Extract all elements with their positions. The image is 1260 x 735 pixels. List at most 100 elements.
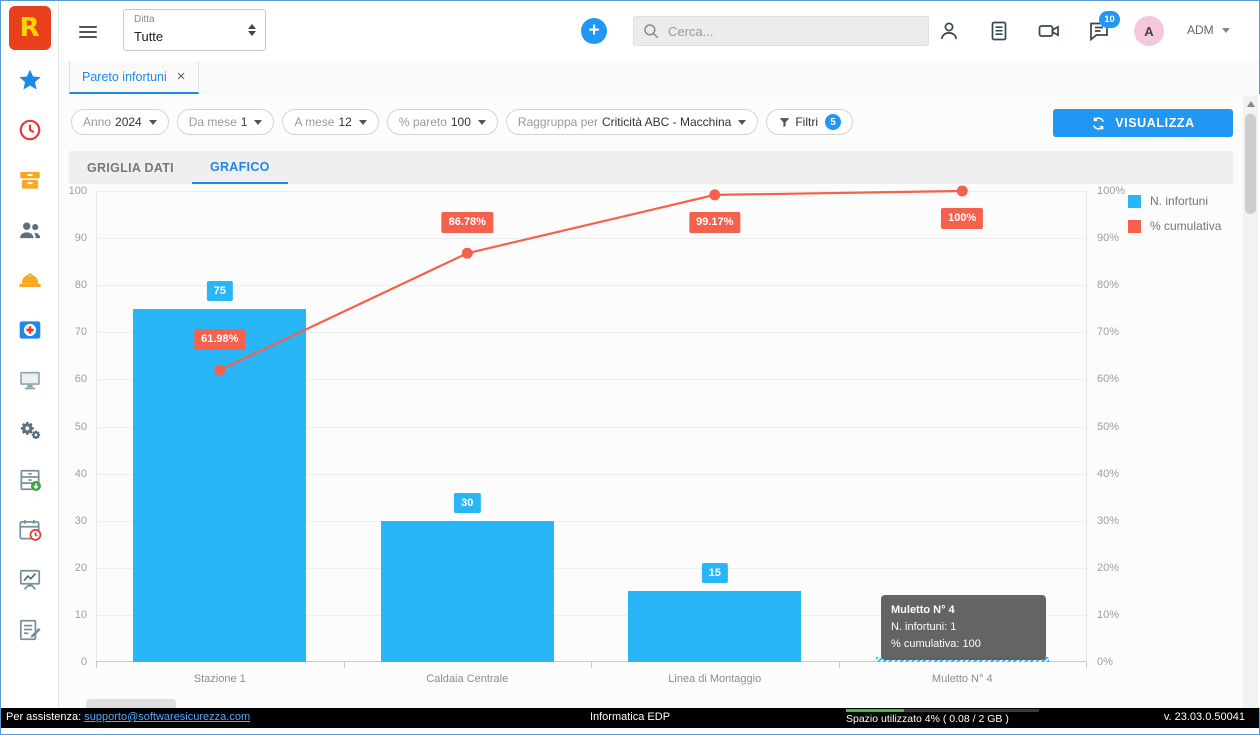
y2-axis-tick: 80% bbox=[1097, 279, 1120, 292]
user-menu-label: ADM bbox=[1187, 23, 1214, 37]
sidebar-item-documents[interactable] bbox=[17, 467, 43, 493]
avatar[interactable]: A bbox=[1134, 16, 1164, 46]
tab-pareto-infortuni[interactable]: Pareto infortuni × bbox=[69, 61, 199, 94]
tab-griglia-dati[interactable]: GRIGLIA DATI bbox=[87, 160, 174, 175]
y-axis-tick: 60 bbox=[74, 373, 87, 386]
legend-item-infortuni[interactable]: N. infortuni bbox=[1128, 194, 1221, 208]
right-axis-line bbox=[1086, 191, 1087, 662]
hamburger-menu-icon[interactable] bbox=[79, 23, 97, 41]
visualizza-label: VISUALIZZA bbox=[1115, 116, 1195, 130]
chevron-down-icon bbox=[738, 119, 747, 125]
scroll-up-icon[interactable] bbox=[1246, 101, 1255, 107]
status-bar: Per assistenza: supporto@softwaresicurez… bbox=[1, 708, 1259, 728]
filter-a-mese[interactable]: A mese 12 bbox=[282, 109, 379, 135]
y2-axis-tick: 40% bbox=[1097, 467, 1120, 480]
add-button[interactable]: + bbox=[581, 18, 607, 44]
filtri-label: Filtri bbox=[795, 115, 819, 129]
chevron-down-icon bbox=[254, 119, 263, 125]
documents-button[interactable] bbox=[986, 18, 1012, 44]
legend-item-cumulativa[interactable]: % cumulativa bbox=[1128, 219, 1221, 233]
tab-grafico[interactable]: GRAFICO bbox=[191, 151, 288, 184]
y-axis-tick: 20 bbox=[74, 561, 87, 574]
contacts-button[interactable] bbox=[936, 18, 962, 44]
chevron-down-icon bbox=[1221, 27, 1230, 33]
sidebar-item-first-aid[interactable] bbox=[17, 317, 43, 343]
storage-indicator: Spazio utilizzato 4% ( 0.08 / 2 GB ) bbox=[846, 709, 1056, 725]
gridline bbox=[96, 191, 1086, 192]
gridline bbox=[96, 238, 1086, 240]
visualizza-button[interactable]: VISUALIZZA bbox=[1053, 109, 1233, 137]
vertical-scrollbar[interactable] bbox=[1243, 96, 1258, 708]
funnel-icon bbox=[779, 117, 790, 127]
storage-progress-fill bbox=[846, 709, 904, 712]
bar-value-label: 30 bbox=[454, 492, 481, 513]
sidebar: R bbox=[1, 1, 59, 708]
y2-axis-tick: 50% bbox=[1097, 420, 1120, 433]
assistance-link[interactable]: supporto@softwaresicurezza.com bbox=[84, 711, 251, 723]
x-axis-label: Caldaia Centrale bbox=[426, 673, 509, 685]
filter-label: Anno bbox=[83, 115, 112, 129]
legend-label: % cumulativa bbox=[1150, 219, 1222, 233]
sidebar-item-recent[interactable] bbox=[17, 117, 43, 143]
filter-raggruppa[interactable]: Raggruppa per Criticità ABC - Macchina bbox=[505, 109, 759, 135]
sidebar-item-safety[interactable] bbox=[17, 267, 43, 293]
filtri-button[interactable]: Filtri 5 bbox=[766, 109, 854, 135]
calendar-clock-icon bbox=[18, 520, 41, 541]
storage-text: Spazio utilizzato 4% ( 0.08 / 2 GB ) bbox=[846, 713, 1009, 725]
bar-3[interactable] bbox=[628, 591, 802, 662]
sidebar-item-reports[interactable] bbox=[17, 567, 43, 593]
search-box[interactable] bbox=[633, 16, 929, 46]
people-icon bbox=[19, 222, 40, 239]
helmet-icon bbox=[18, 272, 41, 288]
tab-title: Pareto infortuni bbox=[82, 69, 167, 84]
sidebar-item-deadlines[interactable] bbox=[17, 517, 43, 543]
x-axis-label: Stazione 1 bbox=[193, 673, 246, 685]
chat-button[interactable]: 10 bbox=[1086, 11, 1120, 44]
cumulative-label: 100% bbox=[941, 208, 984, 229]
storage-progress-track bbox=[846, 709, 1039, 712]
filter-da-mese[interactable]: Da mese 1 bbox=[176, 109, 275, 135]
sidebar-item-favorites[interactable] bbox=[17, 67, 43, 93]
chevron-down-icon bbox=[148, 119, 157, 125]
gears-icon bbox=[20, 421, 40, 440]
filter-value: 1 bbox=[240, 115, 248, 129]
y-axis-tick: 80 bbox=[74, 279, 87, 292]
gridline bbox=[96, 379, 1086, 381]
bar-2[interactable] bbox=[380, 520, 554, 662]
y-axis-tick: 10 bbox=[74, 608, 87, 621]
tab-bar: Pareto infortuni × bbox=[59, 61, 1259, 94]
sidebar-item-personnel[interactable] bbox=[17, 217, 43, 243]
archive-icon bbox=[19, 171, 40, 189]
tooltip-line: N. infortuni: 1 bbox=[891, 621, 957, 634]
close-icon[interactable]: × bbox=[176, 68, 186, 85]
sidebar-item-settings[interactable] bbox=[17, 417, 43, 443]
user-menu[interactable]: ADM bbox=[1187, 23, 1230, 37]
pareto-chart: 0 0% 10 10% 20 20% 30 30% 40 40% 50 50% 60 60% 70 70% 80… bbox=[69, 185, 1260, 691]
company-value: Tutte bbox=[134, 29, 164, 44]
filter-pareto[interactable]: % pareto 100 bbox=[386, 109, 498, 135]
search-input[interactable] bbox=[666, 22, 920, 40]
gridline bbox=[96, 520, 1086, 522]
document-icon bbox=[991, 21, 1007, 41]
version-text: v. 23.03.0.50041 bbox=[1163, 711, 1245, 723]
filter-anno[interactable]: Anno 2024 bbox=[71, 109, 169, 135]
app-logo[interactable]: R bbox=[8, 6, 51, 50]
sidebar-item-equipment[interactable] bbox=[17, 367, 43, 393]
filter-label: A mese bbox=[294, 115, 335, 129]
chat-badge: 10 bbox=[1099, 11, 1120, 28]
scrollbar-thumb[interactable] bbox=[1245, 114, 1256, 214]
y-axis-tick: 90 bbox=[74, 232, 87, 245]
sidebar-item-archive[interactable] bbox=[17, 167, 43, 193]
edit-icon bbox=[19, 619, 41, 641]
y-axis-tick: 30 bbox=[74, 514, 87, 527]
gridline bbox=[96, 332, 1086, 334]
company-selector[interactable]: Ditta Tutte bbox=[123, 9, 266, 51]
filter-label: % pareto bbox=[398, 115, 447, 129]
chart-board-icon bbox=[19, 569, 40, 590]
chart-tooltip: Muletto N° 4 N. infortuni: 1 % cumulativ… bbox=[881, 595, 1046, 661]
sidebar-item-notes[interactable] bbox=[17, 617, 43, 643]
sort-arrows-icon bbox=[248, 24, 256, 36]
y-axis-tick: 50 bbox=[74, 420, 87, 433]
video-button[interactable] bbox=[1036, 18, 1062, 44]
x-axis-line bbox=[96, 661, 1086, 662]
